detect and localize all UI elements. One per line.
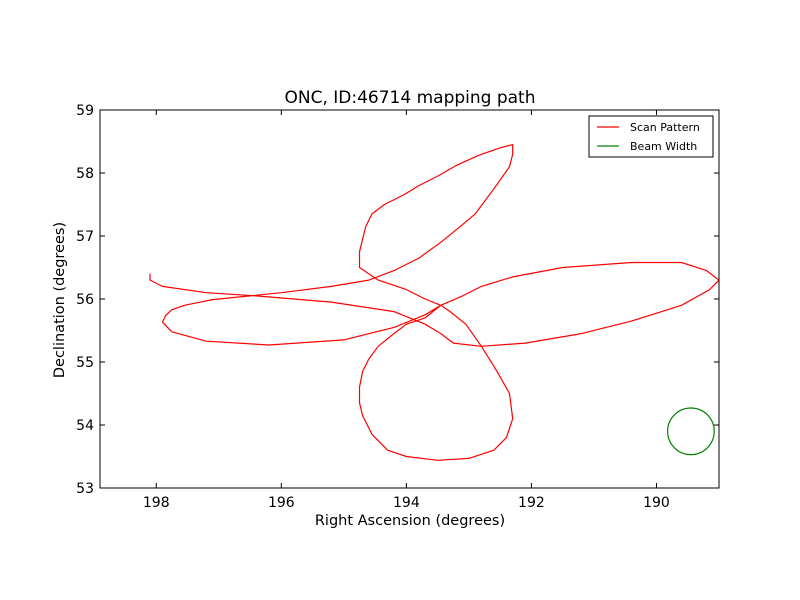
x-tick-label: 196 xyxy=(268,495,295,511)
y-tick-label: 54 xyxy=(76,418,94,434)
y-tick-label: 57 xyxy=(76,229,94,245)
y-tick-label: 59 xyxy=(76,103,94,119)
legend-label-scan-pattern: Scan Pattern xyxy=(630,121,700,134)
legend-box xyxy=(588,115,714,158)
scan-pattern-line xyxy=(149,144,719,461)
axes-ticks: 198 196 194 192 190 53 54 55 56 57 58 59 xyxy=(76,103,719,511)
plot-data xyxy=(149,144,719,461)
y-tick-label: 55 xyxy=(76,355,94,371)
legend-label-beam-width: Beam Width xyxy=(630,140,697,153)
x-tick-label: 190 xyxy=(643,495,670,511)
x-tick-label: 194 xyxy=(393,495,420,511)
x-axis-label: Right Ascension (degrees) xyxy=(315,513,505,529)
y-tick-label: 58 xyxy=(76,166,94,182)
chart-title: ONC, ID:46714 mapping path xyxy=(285,88,536,108)
x-tick-label: 192 xyxy=(518,495,545,511)
y-tick-label: 56 xyxy=(76,292,94,308)
y-axis-label: Declination (degrees) xyxy=(52,222,68,378)
y-tick-label: 53 xyxy=(76,481,94,497)
legend: Scan Pattern Beam Width xyxy=(588,115,714,158)
beam-width-circle xyxy=(667,407,715,456)
x-tick-label: 198 xyxy=(143,495,170,511)
